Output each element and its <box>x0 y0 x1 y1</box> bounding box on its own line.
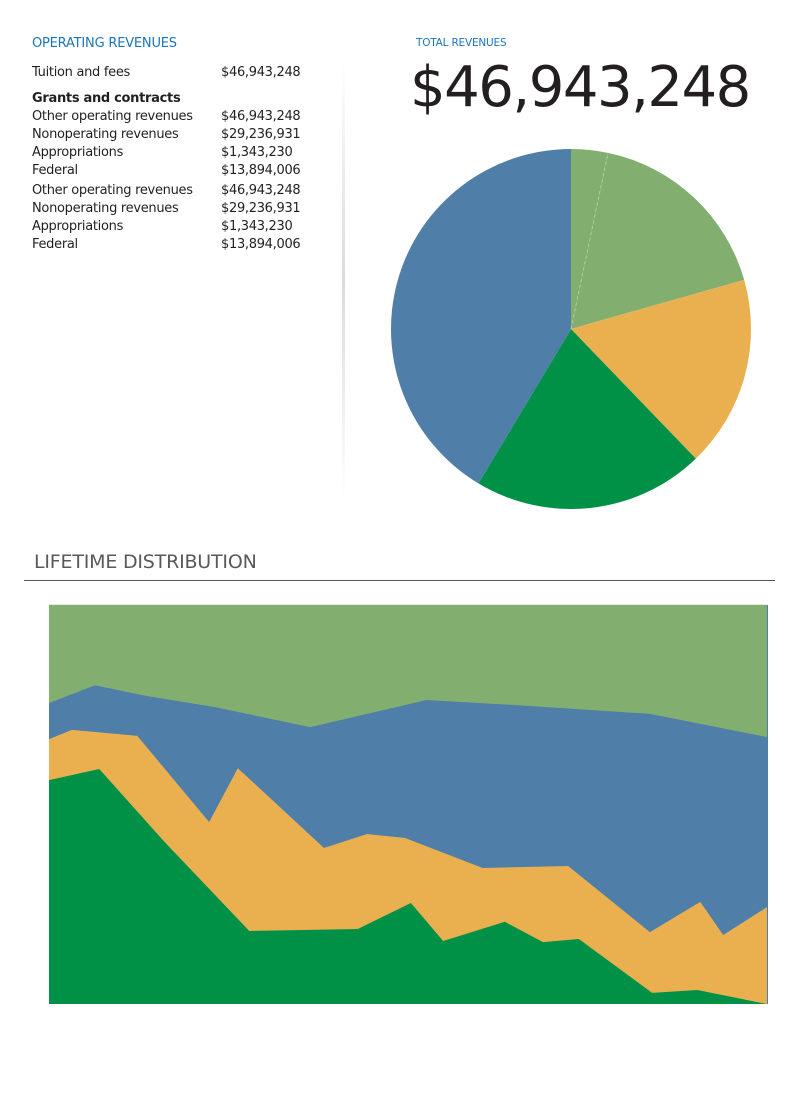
section-divider <box>342 60 345 500</box>
revenue-value: $13,894,006 <box>221 163 301 178</box>
revenue-value: $46,943,248 <box>221 183 301 198</box>
revenue-value: $1,343,230 <box>221 219 293 234</box>
pie-slice-5 <box>391 149 571 484</box>
revenue-row: Appropriations $1,343,230 <box>32 218 332 236</box>
revenue-value: $46,943,248 <box>221 65 301 80</box>
revenue-row: Nonoperating revenues $29,236,931 <box>32 200 332 218</box>
revenue-row: Federal $13,894,006 <box>32 162 332 180</box>
revenue-pie-chart <box>391 149 751 509</box>
pie-slice-divider <box>570 152 609 330</box>
revenue-label: Tuition and fees <box>32 65 130 80</box>
revenue-label: Nonoperating revenues <box>32 201 179 216</box>
revenue-row: Other operating revenues $46,943,248 <box>32 182 332 200</box>
revenue-label: Appropriations <box>32 219 124 234</box>
pie-slice-1 <box>571 149 609 329</box>
revenue-label: Grants and contracts <box>32 91 181 106</box>
title-rule <box>24 580 775 581</box>
revenue-label: Other operating revenues <box>32 109 193 124</box>
total-revenues-value: $46,943,248 <box>410 55 751 120</box>
revenue-label: Federal <box>32 163 78 178</box>
revenue-row: Tuition and fees $46,943,248 <box>32 64 332 82</box>
revenue-row: Federal $13,894,006 <box>32 236 332 254</box>
total-revenues-title: TOTAL REVENUES <box>416 37 507 49</box>
revenue-row: Appropriations $1,343,230 <box>32 144 332 162</box>
pie-slice-4 <box>478 329 696 509</box>
revenue-row: Nonoperating revenues $29,236,931 <box>32 126 332 144</box>
operating-revenues-list: Tuition and fees $46,943,248 Grants and co… <box>32 64 332 254</box>
revenue-label: Other operating revenues <box>32 183 193 198</box>
revenue-label: Federal <box>32 237 78 252</box>
lifetime-distribution-title: LIFETIME DISTRIBUTION <box>34 551 257 573</box>
revenue-value: $46,943,248 <box>221 109 301 124</box>
revenue-value: $13,894,006 <box>221 237 301 252</box>
revenue-value: $29,236,931 <box>221 127 301 142</box>
revenue-value: $1,343,230 <box>221 145 293 160</box>
revenue-label: Appropriations <box>32 145 124 160</box>
lifetime-distribution-area-chart <box>49 604 768 1004</box>
pie-slice-3 <box>571 279 751 459</box>
area-layer-1 <box>49 768 767 1004</box>
pie-slice-2 <box>571 152 745 329</box>
revenue-group-heading: Grants and contracts <box>32 90 332 108</box>
revenue-label: Nonoperating revenues <box>32 127 179 142</box>
operating-revenues-title: OPERATING REVENUES <box>32 36 177 51</box>
revenue-row: Other operating revenues $46,943,248 <box>32 108 332 126</box>
revenue-value: $29,236,931 <box>221 201 301 216</box>
